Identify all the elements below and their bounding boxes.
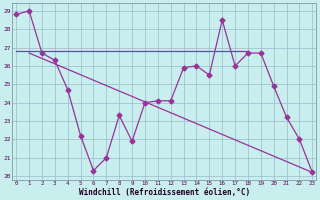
X-axis label: Windchill (Refroidissement éolien,°C): Windchill (Refroidissement éolien,°C) <box>79 188 250 197</box>
